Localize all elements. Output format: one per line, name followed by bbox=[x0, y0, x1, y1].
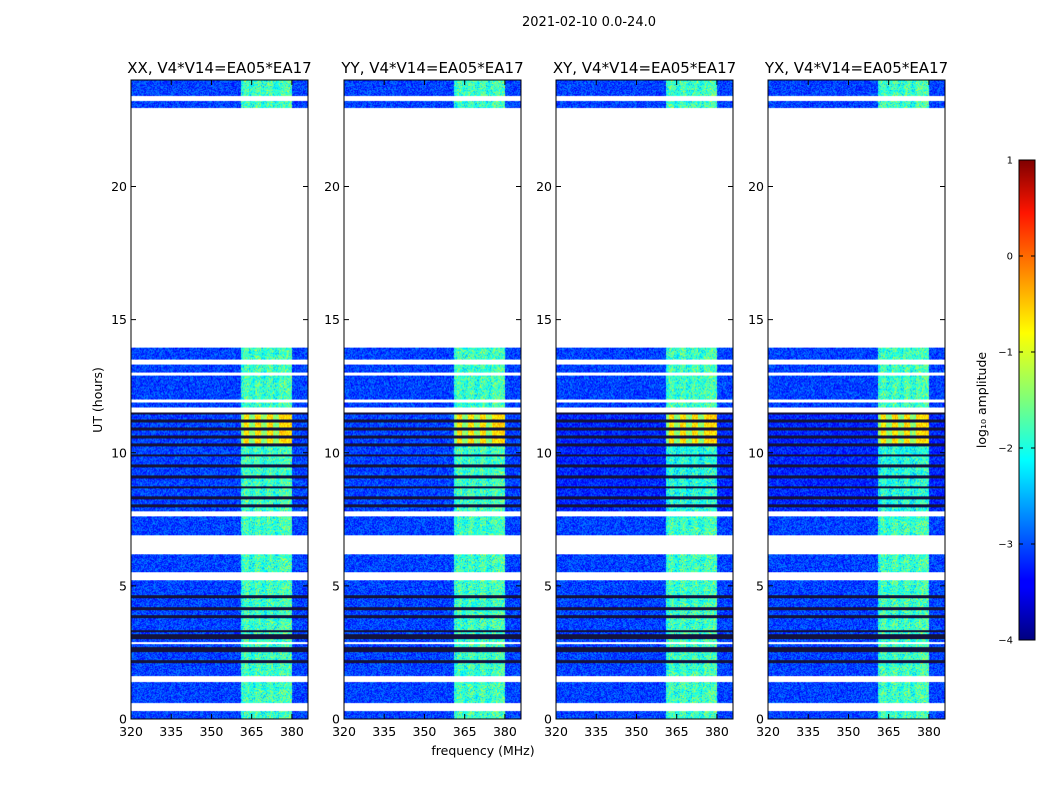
x-tick-label: 350 bbox=[625, 724, 649, 739]
colorbar-tick-label: −1 bbox=[998, 348, 1013, 359]
y-tick-label: 0 bbox=[544, 712, 552, 727]
x-tick-label: 380 bbox=[705, 724, 729, 739]
y-tick-label: 0 bbox=[119, 712, 127, 727]
x-tick-label: 350 bbox=[200, 724, 224, 739]
colorbar-tick-label: −4 bbox=[998, 636, 1013, 647]
spectrogram-image bbox=[556, 80, 733, 719]
x-tick-label: 365 bbox=[453, 724, 477, 739]
y-tick-label: 5 bbox=[756, 578, 764, 593]
spectrogram-image bbox=[344, 80, 521, 719]
y-tick-label: 20 bbox=[324, 179, 340, 194]
panel-yx: YX, V4*V14=EA05*EA17 320 335 350 365 380 0 5 10 1… bbox=[748, 59, 948, 739]
y-tick-label: 5 bbox=[544, 578, 552, 593]
colorbar-gradient bbox=[1018, 159, 1036, 641]
x-tick-label: 380 bbox=[280, 724, 304, 739]
x-tick-label: 335 bbox=[796, 724, 820, 739]
plot-frame bbox=[130, 79, 309, 720]
colorbar-tick-label: −2 bbox=[998, 444, 1013, 455]
y-tick-label: 20 bbox=[111, 179, 127, 194]
y-axis-label: UT (hours) bbox=[90, 367, 105, 433]
colorbar-label: log₁₀ amplitude bbox=[974, 352, 989, 449]
x-tick-label: 320 bbox=[119, 724, 143, 739]
colorbar-tick-label: −3 bbox=[998, 540, 1013, 551]
y-tick-label: 10 bbox=[748, 445, 764, 460]
panel-title: YX, V4*V14=EA05*EA17 bbox=[764, 59, 948, 77]
y-tick-label: 0 bbox=[756, 712, 764, 727]
x-tick-label: 365 bbox=[877, 724, 901, 739]
x-tick-label: 335 bbox=[584, 724, 608, 739]
panel-xy: XY, V4*V14=EA05*EA17 320 335 350 365 380 0 5 10 1… bbox=[536, 59, 736, 739]
x-tick-label: 380 bbox=[493, 724, 517, 739]
y-tick-label: 20 bbox=[748, 179, 764, 194]
spectrogram-image bbox=[768, 80, 945, 719]
y-tick-label: 10 bbox=[111, 445, 127, 460]
x-tick-label: 335 bbox=[159, 724, 183, 739]
x-tick-label: 365 bbox=[240, 724, 264, 739]
x-tick-label: 380 bbox=[917, 724, 941, 739]
spectrogram-image bbox=[131, 80, 308, 719]
panel-xx: XX, V4*V14=EA05*EA17 320 335 350 365 380 0 5 10 1… bbox=[111, 59, 312, 739]
y-tick-label: 0 bbox=[332, 712, 340, 727]
y-tick-label: 5 bbox=[332, 578, 340, 593]
x-tick-label: 320 bbox=[332, 724, 356, 739]
x-tick-label: 320 bbox=[756, 724, 780, 739]
panel-title: YY, V4*V14=EA05*EA17 bbox=[340, 59, 523, 77]
panel-title: XY, V4*V14=EA05*EA17 bbox=[553, 59, 736, 77]
y-tick-label: 15 bbox=[536, 312, 552, 327]
plot-frame bbox=[343, 79, 522, 720]
x-tick-label: 320 bbox=[544, 724, 568, 739]
x-axis-label: frequency (MHz) bbox=[431, 743, 534, 758]
x-tick-label: 335 bbox=[372, 724, 396, 739]
panel-yy: YY, V4*V14=EA05*EA17 320 335 350 365 380 0 5 10 1… bbox=[324, 59, 524, 739]
colorbar: log₁₀ amplitude −4 −3 −2 −1 0 1 bbox=[974, 156, 1036, 647]
y-tick-label: 5 bbox=[119, 578, 127, 593]
figure-suptitle: 2021-02-10 0.0-24.0 bbox=[522, 15, 656, 30]
plot-frame bbox=[767, 79, 946, 720]
y-tick-label: 20 bbox=[536, 179, 552, 194]
y-tick-label: 15 bbox=[748, 312, 764, 327]
colorbar-tick-label: 1 bbox=[1007, 156, 1013, 167]
x-tick-label: 365 bbox=[665, 724, 689, 739]
panel-title: XX, V4*V14=EA05*EA17 bbox=[127, 59, 311, 77]
colorbar-tick-label: 0 bbox=[1007, 252, 1013, 263]
x-tick-label: 350 bbox=[837, 724, 861, 739]
x-tick-label: 350 bbox=[413, 724, 437, 739]
y-tick-label: 10 bbox=[324, 445, 340, 460]
plot-frame bbox=[555, 79, 734, 720]
y-tick-label: 15 bbox=[111, 312, 127, 327]
y-tick-label: 10 bbox=[536, 445, 552, 460]
y-tick-label: 15 bbox=[324, 312, 340, 327]
